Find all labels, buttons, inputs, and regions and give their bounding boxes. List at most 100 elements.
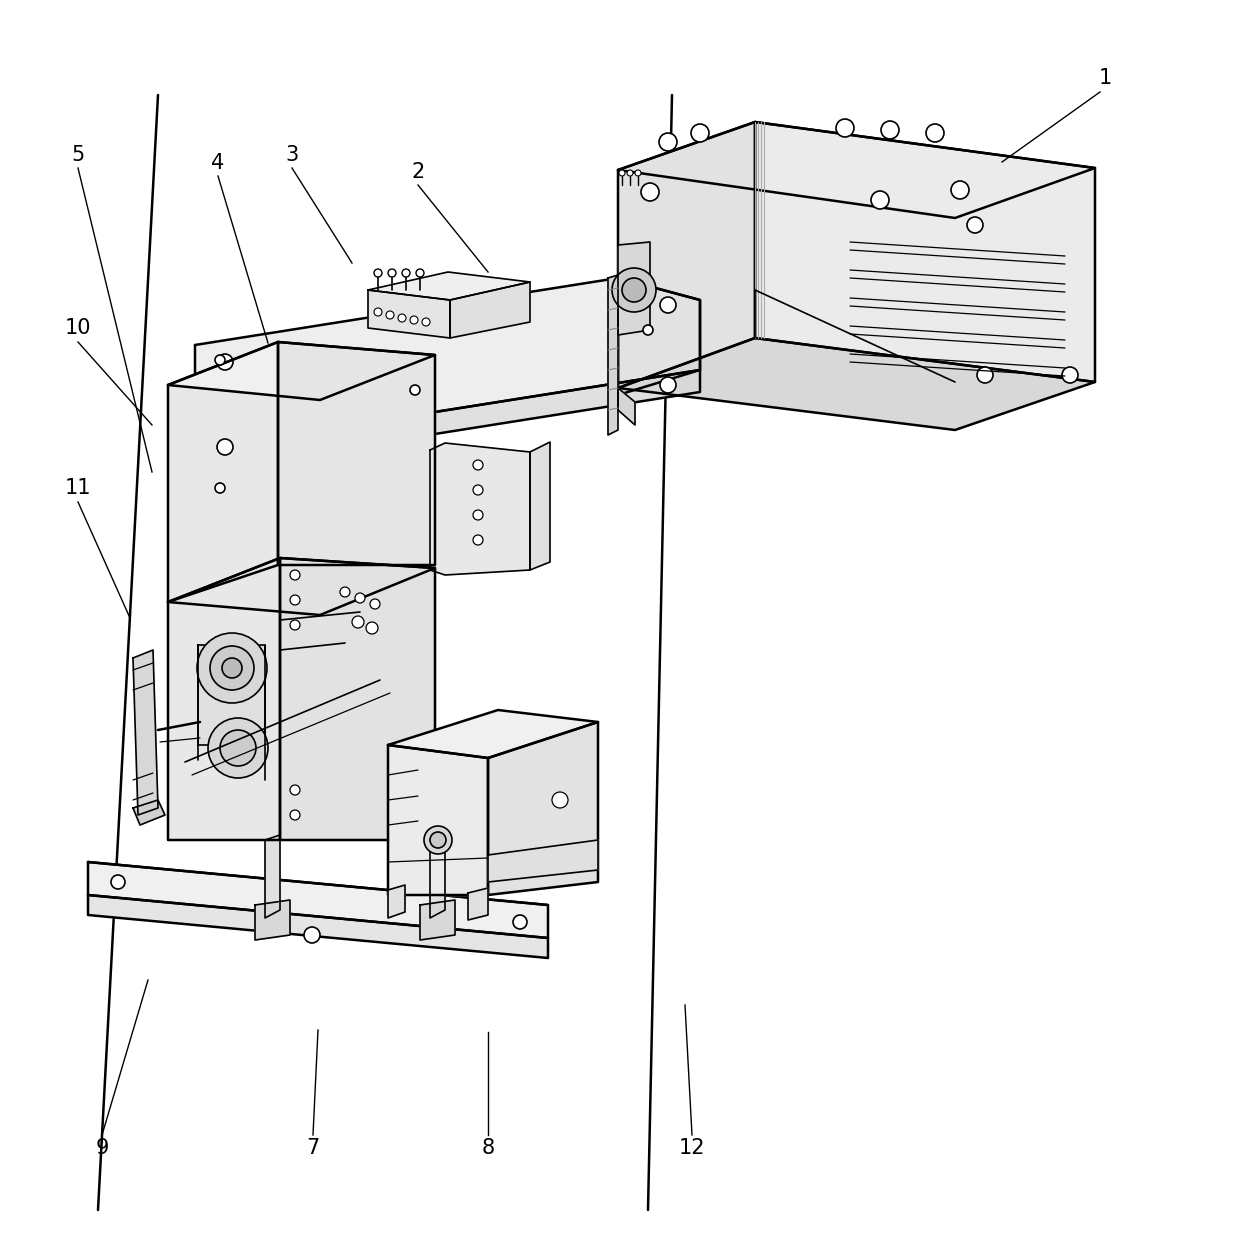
Circle shape	[410, 384, 420, 396]
Polygon shape	[88, 895, 548, 958]
Polygon shape	[420, 900, 455, 940]
Text: 10: 10	[64, 318, 92, 338]
Polygon shape	[88, 862, 548, 938]
Polygon shape	[618, 122, 1095, 218]
Polygon shape	[167, 558, 280, 840]
Polygon shape	[608, 275, 618, 436]
Circle shape	[304, 927, 320, 943]
Text: 9: 9	[95, 1138, 109, 1158]
Circle shape	[352, 617, 365, 628]
Polygon shape	[618, 388, 635, 426]
Text: 8: 8	[481, 1138, 495, 1158]
Circle shape	[410, 316, 418, 324]
Circle shape	[415, 270, 424, 277]
Circle shape	[513, 915, 527, 929]
Polygon shape	[618, 242, 650, 334]
Polygon shape	[430, 835, 445, 919]
Circle shape	[635, 170, 641, 176]
Polygon shape	[430, 443, 529, 575]
Circle shape	[219, 730, 255, 766]
Text: 7: 7	[306, 1138, 320, 1158]
Polygon shape	[133, 800, 165, 825]
Circle shape	[215, 483, 224, 493]
Text: 1: 1	[1099, 67, 1111, 89]
Text: 5: 5	[72, 145, 84, 165]
Circle shape	[691, 124, 709, 142]
Circle shape	[222, 658, 242, 678]
Circle shape	[951, 181, 968, 198]
Circle shape	[430, 832, 446, 847]
Polygon shape	[265, 835, 280, 919]
Circle shape	[472, 485, 484, 495]
Circle shape	[374, 308, 382, 316]
Circle shape	[290, 620, 300, 630]
Circle shape	[644, 324, 653, 334]
Circle shape	[627, 170, 632, 176]
Polygon shape	[368, 290, 450, 338]
Circle shape	[290, 810, 300, 820]
Polygon shape	[467, 889, 489, 920]
Circle shape	[290, 595, 300, 605]
Circle shape	[424, 826, 453, 854]
Circle shape	[217, 354, 233, 369]
Polygon shape	[195, 278, 701, 451]
Circle shape	[660, 377, 676, 393]
Circle shape	[210, 646, 254, 690]
Text: 11: 11	[64, 478, 92, 498]
Circle shape	[660, 297, 676, 313]
Polygon shape	[618, 122, 755, 388]
Polygon shape	[388, 745, 489, 895]
Circle shape	[613, 268, 656, 312]
Polygon shape	[618, 278, 701, 396]
Polygon shape	[450, 282, 529, 338]
Circle shape	[208, 718, 268, 778]
Polygon shape	[388, 885, 405, 919]
Polygon shape	[529, 442, 551, 570]
Polygon shape	[368, 272, 529, 300]
Circle shape	[386, 311, 394, 319]
Circle shape	[290, 785, 300, 795]
Circle shape	[472, 461, 484, 470]
Circle shape	[112, 875, 125, 889]
Polygon shape	[755, 122, 1095, 382]
Circle shape	[658, 134, 677, 151]
Polygon shape	[133, 650, 157, 815]
Circle shape	[619, 170, 625, 176]
Polygon shape	[255, 900, 290, 940]
Circle shape	[422, 318, 430, 326]
Circle shape	[967, 217, 983, 233]
Circle shape	[398, 314, 405, 322]
Circle shape	[926, 124, 944, 142]
Circle shape	[402, 270, 410, 277]
Circle shape	[552, 792, 568, 807]
Circle shape	[215, 354, 224, 364]
Polygon shape	[489, 840, 598, 882]
Text: 3: 3	[285, 145, 299, 165]
Polygon shape	[489, 723, 598, 895]
Polygon shape	[167, 558, 435, 615]
Circle shape	[366, 622, 378, 634]
Circle shape	[622, 278, 646, 302]
Polygon shape	[388, 710, 598, 758]
Circle shape	[641, 183, 658, 201]
Circle shape	[217, 439, 233, 456]
Text: 12: 12	[678, 1138, 706, 1158]
Circle shape	[374, 270, 382, 277]
Circle shape	[1061, 367, 1078, 383]
Text: 2: 2	[412, 162, 424, 182]
Circle shape	[880, 121, 899, 139]
Polygon shape	[167, 342, 278, 602]
Circle shape	[197, 633, 267, 703]
Polygon shape	[618, 338, 1095, 431]
Polygon shape	[195, 369, 701, 472]
Text: 4: 4	[211, 154, 224, 173]
Polygon shape	[167, 342, 435, 401]
Polygon shape	[278, 342, 435, 565]
Circle shape	[340, 587, 350, 597]
Circle shape	[472, 535, 484, 545]
Circle shape	[472, 510, 484, 520]
Circle shape	[836, 119, 854, 137]
Circle shape	[977, 367, 993, 383]
Polygon shape	[198, 645, 265, 745]
Circle shape	[355, 593, 365, 603]
